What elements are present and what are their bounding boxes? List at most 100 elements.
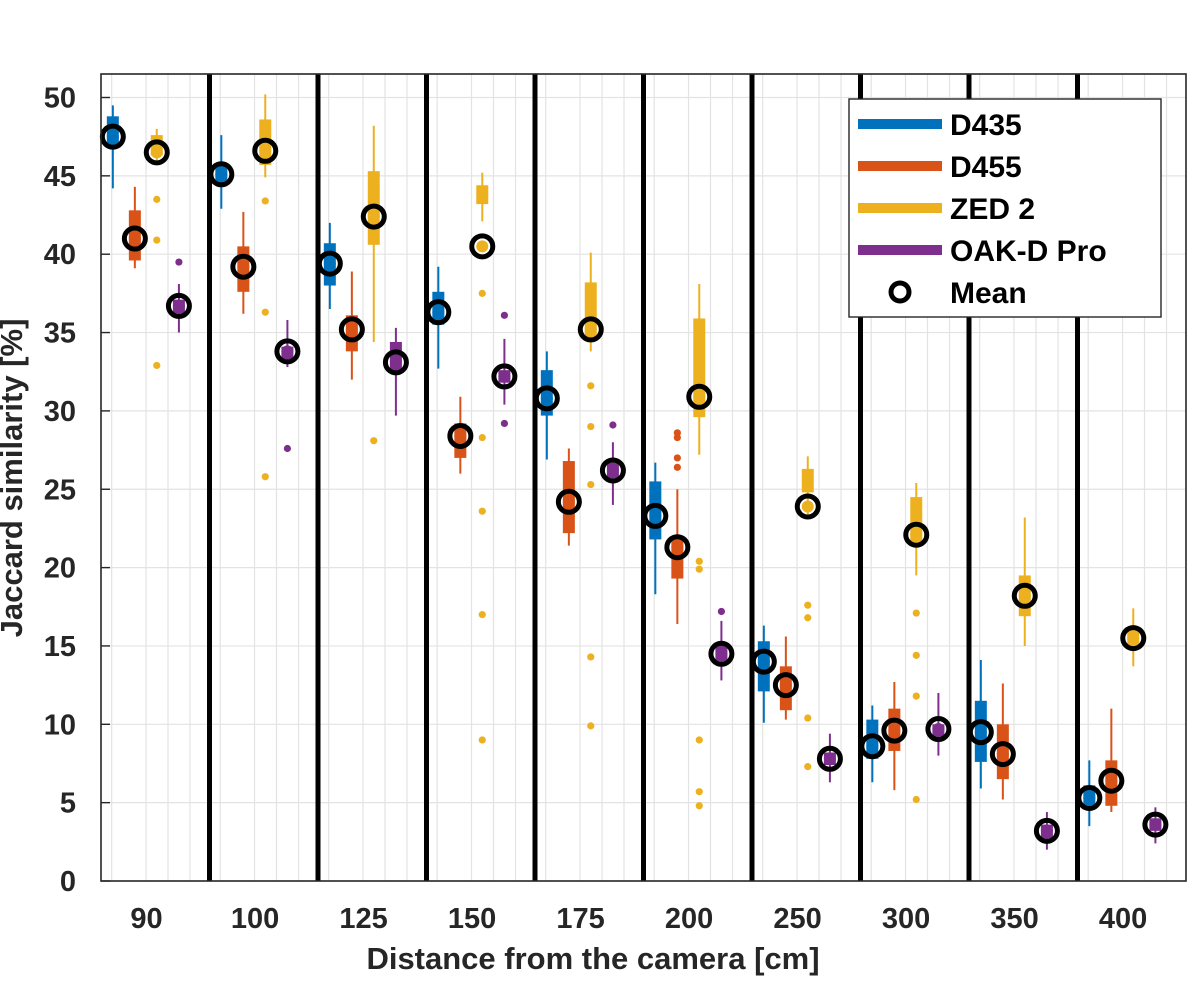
mean-marker-d435 [1076, 784, 1103, 811]
median-dot-oakdpro [1040, 824, 1053, 837]
outlier-zed2 [261, 473, 269, 481]
median-dot-oakdpro [715, 647, 728, 660]
median-dot-zed2 [910, 528, 923, 541]
median-dot-d455 [562, 495, 575, 508]
median-dot-oakdpro [172, 299, 185, 312]
y-tick-label: 15 [44, 631, 76, 663]
outlier-zed2 [153, 361, 161, 370]
legend-label-zed2: ZED 2 [950, 193, 1035, 226]
x-axis-title: Distance from the camera [cm] [366, 941, 819, 976]
mean-marker-d435 [750, 648, 777, 675]
mean-marker-d435 [642, 502, 669, 529]
mean-marker-d455 [338, 316, 365, 343]
outlier-zed2 [587, 382, 595, 390]
mean-marker-zed2 [1120, 625, 1147, 652]
mean-marker-oakdpro [599, 457, 626, 484]
mean-marker-d455 [121, 225, 148, 252]
mean-marker-oakdpro [274, 338, 301, 365]
median-dot-oakdpro [823, 752, 836, 765]
mean-marker-d455 [555, 488, 582, 515]
median-dot-oakdpro [389, 356, 402, 369]
mean-marker-d435 [859, 733, 886, 760]
median-dot-d455 [996, 748, 1009, 761]
mean-marker-d455 [230, 253, 257, 280]
outlier-zed2 [587, 653, 595, 661]
median-dot-d455 [345, 323, 358, 336]
mean-marker-d435 [208, 161, 235, 188]
legend-label-d435: D435 [950, 109, 1022, 142]
mean-marker-d455 [772, 672, 799, 699]
mean-marker-zed2 [794, 493, 821, 520]
mean-marker-d435 [316, 250, 343, 277]
outlier-oakdpro [283, 444, 292, 453]
median-dot-d455 [779, 679, 792, 692]
y-tick-label: 0 [60, 866, 76, 898]
outlier-oakdpro [500, 419, 509, 428]
outlier-oakdpro [717, 607, 726, 616]
median-dot-oakdpro [281, 345, 294, 358]
mean-marker-oakdpro [1142, 811, 1169, 838]
median-dot-d435 [1083, 791, 1096, 804]
median-dot-d435 [974, 726, 987, 739]
outlier-zed2 [695, 788, 703, 796]
mean-marker-zed2 [1011, 582, 1038, 609]
y-tick-label: 50 [44, 83, 76, 115]
outlier-d455 [673, 454, 681, 462]
outlier-zed2 [370, 437, 378, 445]
box-zed2 [476, 185, 489, 205]
x-tick-label: 175 [556, 903, 604, 935]
median-dot-d435 [432, 306, 445, 319]
outlier-oakdpro [609, 421, 617, 429]
median-dot-oakdpro [1149, 818, 1162, 831]
median-dot-d435 [649, 509, 662, 522]
outlier-d455 [673, 463, 681, 471]
outlier-zed2 [912, 692, 920, 700]
median-dot-zed2 [584, 323, 597, 336]
box-zed2 [801, 468, 814, 493]
outlier-zed2 [912, 609, 920, 617]
outlier-zed2 [478, 433, 486, 442]
median-dot-zed2 [476, 240, 489, 253]
outlier-zed2 [804, 763, 812, 771]
median-dot-d455 [237, 260, 250, 273]
y-axis-title: Jaccard similarity [%] [0, 319, 29, 638]
x-tick-label: 350 [990, 903, 1038, 935]
mean-marker-oakdpro [1033, 817, 1060, 844]
median-dot-d435 [866, 740, 879, 753]
x-tick-label: 200 [665, 903, 713, 935]
median-dot-d455 [888, 724, 901, 737]
mean-marker-oakdpro [491, 363, 518, 390]
median-dot-d455 [454, 429, 467, 442]
mean-marker-zed2 [360, 203, 387, 230]
mean-marker-d435 [425, 299, 452, 326]
mean-marker-zed2 [469, 233, 496, 260]
outlier-zed2 [478, 289, 486, 297]
outlier-zed2 [804, 601, 812, 609]
median-dot-zed2 [1127, 632, 1140, 645]
median-dot-d435 [757, 655, 770, 668]
mean-marker-d455 [881, 717, 908, 744]
outlier-zed2 [587, 480, 595, 489]
median-dot-d455 [671, 541, 684, 554]
mean-marker-d455 [1098, 767, 1125, 794]
mean-marker-d455 [664, 534, 691, 561]
median-dot-zed2 [1018, 589, 1031, 602]
median-dot-d435 [106, 130, 119, 143]
median-dot-zed2 [259, 144, 272, 157]
x-tick-label: 125 [339, 903, 387, 935]
mean-marker-d455 [989, 741, 1016, 768]
outlier-zed2 [804, 614, 812, 622]
mean-marker-zed2 [903, 521, 930, 548]
median-dot-zed2 [150, 146, 163, 159]
median-dot-d455 [1105, 774, 1118, 787]
legend-label-mean: Mean [950, 277, 1027, 310]
outlier-zed2 [153, 236, 161, 244]
outlier-d455 [673, 429, 681, 437]
mean-marker-oakdpro [165, 292, 192, 319]
mean-marker-oakdpro [708, 640, 735, 667]
mean-marker-zed2 [686, 383, 713, 410]
mean-marker-oakdpro [925, 716, 952, 743]
median-dot-d435 [215, 168, 228, 181]
median-dot-zed2 [367, 210, 380, 223]
